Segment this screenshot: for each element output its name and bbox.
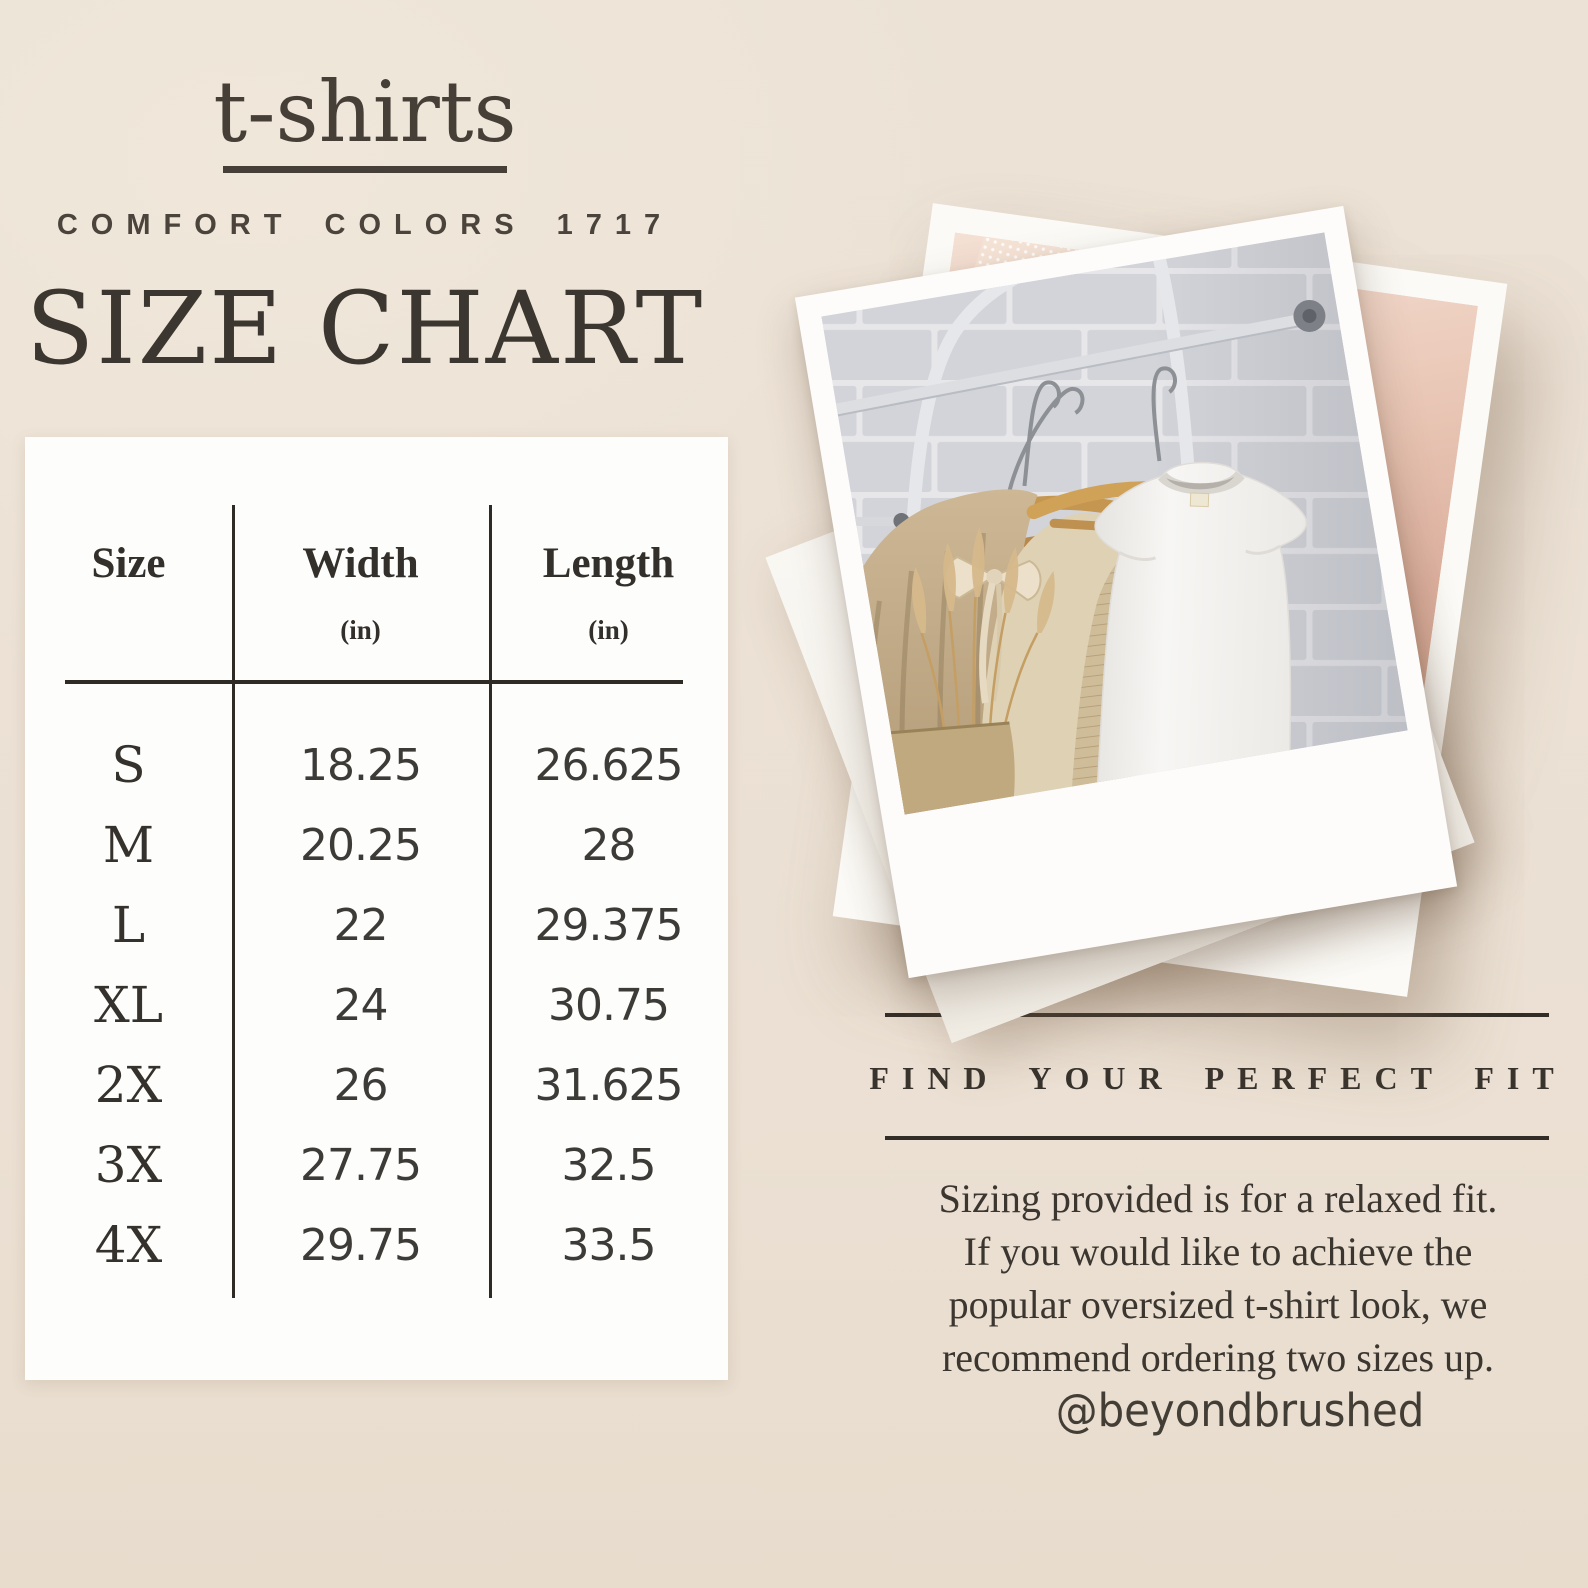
- length-cell: 29.375: [534, 899, 684, 951]
- brand-title: t-shirts: [213, 63, 517, 161]
- divider-line: [885, 1136, 1549, 1140]
- size-cell: M: [102, 816, 155, 874]
- width-cell: 26: [333, 1059, 389, 1111]
- table-row: M 20.25 28: [25, 805, 728, 885]
- instagram-handle: @beyondbrushed: [1055, 1384, 1425, 1437]
- fit-description-line: If you would like to achieve the: [963, 1229, 1473, 1274]
- fit-description-line: recommend ordering two sizes up.: [941, 1335, 1495, 1380]
- tshirt-photo-window: [821, 232, 1408, 815]
- header-rule: [65, 680, 683, 684]
- fit-description-line: popular oversized t-shirt look, we: [948, 1282, 1488, 1327]
- unit-label: (in): [340, 615, 381, 645]
- width-cell: 22: [333, 899, 389, 951]
- header: t-shirts COMFORT COLORS 1717 SIZE CHART: [0, 0, 730, 387]
- table-row: 3X 27.75 32.5: [25, 1125, 728, 1205]
- size-table-body: S 18.25 26.625 M 20.25 28 L 22 29.375 XL…: [25, 725, 728, 1285]
- length-cell: 33.5: [561, 1219, 657, 1271]
- length-cell: 26.625: [534, 739, 684, 791]
- width-cell: 24: [333, 979, 389, 1031]
- size-cell: 4X: [94, 1216, 163, 1274]
- table-row: 2X 26 31.625: [25, 1045, 728, 1125]
- fit-description-line: Sizing provided is for a relaxed fit.: [938, 1176, 1498, 1221]
- length-cell: 30.75: [548, 979, 670, 1031]
- length-cell: 28: [581, 819, 637, 871]
- table-row: S 18.25 26.625: [25, 725, 728, 805]
- tshirt-photo: [821, 232, 1408, 815]
- table-row: 4X 29.75 33.5: [25, 1205, 728, 1285]
- size-cell: L: [111, 896, 146, 954]
- size-cell: XL: [94, 976, 163, 1034]
- divider-line: [885, 1013, 1549, 1017]
- size-cell: 2X: [94, 1056, 163, 1114]
- size-cell: 3X: [94, 1136, 163, 1194]
- size-cell: S: [111, 736, 146, 794]
- column-divider: [489, 505, 492, 1298]
- size-chart-card: Size Width Length (in) (in) S 18.25 26.6…: [25, 437, 728, 1380]
- width-cell: 20.25: [300, 819, 422, 871]
- column-header-width: Width: [302, 540, 419, 587]
- fit-heading: FIND YOUR PERFECT FIT: [869, 1060, 1567, 1096]
- fit-description: Sizing provided is for a relaxed fit. If…: [856, 1172, 1580, 1384]
- white-tshirt: [1094, 461, 1307, 815]
- unit-label: (in): [588, 615, 629, 645]
- product-subtitle: COMFORT COLORS 1717: [56, 209, 674, 241]
- collar-tag: [1189, 492, 1210, 508]
- title-underline: [223, 166, 507, 173]
- page-title: SIZE CHART: [25, 270, 705, 387]
- hanger-hooks: [1007, 366, 1177, 492]
- length-cell: 31.625: [534, 1059, 684, 1111]
- width-cell: 27.75: [300, 1139, 422, 1191]
- width-cell: 29.75: [300, 1219, 422, 1271]
- column-divider: [232, 505, 235, 1298]
- length-cell: 32.5: [561, 1139, 657, 1191]
- column-header-size: Size: [91, 540, 166, 587]
- table-row: L 22 29.375: [25, 885, 728, 965]
- column-header-length: Length: [542, 540, 675, 587]
- table-row: XL 24 30.75: [25, 965, 728, 1045]
- width-cell: 18.25: [300, 739, 422, 791]
- garment-pocket: [885, 722, 1015, 815]
- photo-polaroid-main: [794, 205, 1458, 979]
